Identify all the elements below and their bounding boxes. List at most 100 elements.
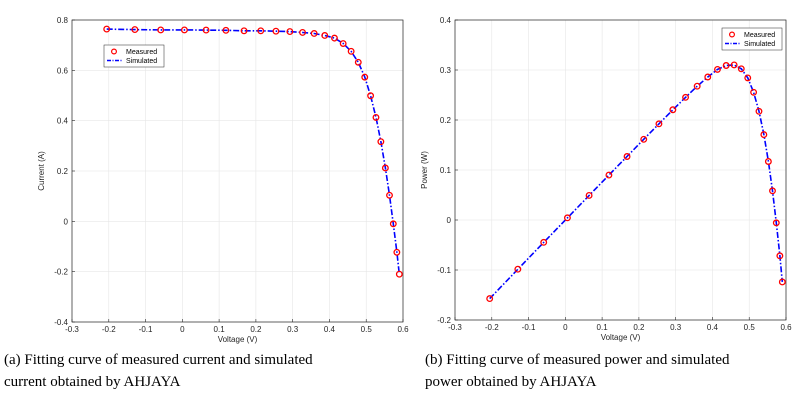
measured-point: [272, 27, 280, 35]
x-tick-label: 0.6: [397, 325, 409, 334]
y-tick-label: 0.4: [440, 16, 452, 25]
x-tick-label: -0.1: [139, 325, 153, 334]
x-tick-label: 0.6: [780, 323, 792, 332]
series-simulated-line-a: [106, 28, 401, 275]
measured-point: [778, 278, 786, 286]
x-tick-label: -0.3: [65, 325, 79, 334]
x-tick-label: 0.3: [670, 323, 682, 332]
measured-point: [693, 82, 701, 90]
measured-point: [157, 26, 165, 34]
x-tick-label: 0: [563, 323, 568, 332]
x-tick-label: -0.3: [448, 323, 462, 332]
measured-point: [103, 25, 111, 33]
x-tick-label: 0.1: [597, 323, 609, 332]
measured-point: [361, 73, 369, 81]
measured-point: [514, 265, 522, 273]
y-axis-label-a: Current (A): [37, 151, 46, 191]
x-tick-label: 0.3: [287, 325, 299, 334]
measured-point: [393, 248, 401, 256]
measured-point: [760, 131, 768, 139]
legend-measured-label: Measured: [744, 32, 775, 39]
measured-point: [776, 252, 784, 260]
series-simulated-line-b: [489, 64, 784, 300]
measured-point: [744, 74, 752, 82]
y-tick-label: 0.1: [440, 166, 452, 175]
measured-point: [286, 28, 294, 36]
legend-simulated-label: Simulated: [744, 41, 775, 48]
measured-point: [331, 34, 338, 42]
x-tick-label: 0.5: [744, 323, 756, 332]
x-tick-label: 0.1: [214, 325, 226, 334]
measured-point: [381, 164, 389, 172]
measured-point: [367, 92, 375, 100]
legend-a: Measured Simulated: [103, 44, 165, 68]
legend-measured-marker: [110, 48, 117, 55]
measured-point: [299, 29, 307, 36]
measured-point: [339, 40, 347, 47]
legend-simulated-label: Simulated: [126, 58, 157, 65]
measured-point: [585, 191, 593, 199]
series-measured-markers-b: [486, 61, 786, 303]
y-tick-label: 0.2: [440, 116, 452, 125]
x-tick-label: 0.4: [707, 323, 719, 332]
measured-point: [764, 158, 772, 165]
measured-point: [640, 135, 648, 143]
measured-point: [682, 93, 690, 101]
legend-b: Measured Simulated: [721, 27, 783, 51]
series-measured-markers-a: [103, 25, 403, 278]
measured-point: [563, 214, 571, 222]
measured-point: [769, 187, 776, 195]
legend-box: [103, 44, 165, 68]
x-tick-label: 0.2: [633, 323, 645, 332]
y-tick-label: -0.2: [54, 268, 68, 277]
measured-point: [389, 220, 397, 228]
y-tick-label: -0.1: [437, 266, 451, 275]
caption-a: (a) Fitting curve of measured current an…: [4, 349, 399, 393]
measured-point: [395, 270, 403, 278]
measured-point: [540, 238, 548, 246]
measured-point: [755, 107, 763, 115]
caption-a-line-1: (a) Fitting curve of measured current an…: [4, 352, 313, 368]
legend-measured-label: Measured: [126, 49, 157, 56]
measured-point: [240, 27, 248, 35]
measured-point: [202, 26, 210, 34]
measured-point: [180, 26, 188, 34]
y-tick-label: 0.2: [57, 167, 69, 176]
measured-point: [222, 26, 230, 34]
measured-point: [722, 62, 730, 69]
measured-point: [372, 113, 380, 121]
legend-measured-marker: [728, 31, 735, 38]
y-tick-label: 0.6: [57, 66, 69, 75]
measured-point: [655, 120, 663, 128]
measured-point: [750, 88, 758, 96]
measured-point: [714, 65, 721, 73]
measured-point: [347, 47, 355, 55]
x-tick-label: 0.5: [361, 325, 373, 334]
x-tick-label: -0.2: [102, 325, 116, 334]
measured-point: [321, 32, 329, 39]
measured-point: [669, 106, 677, 114]
caption-b: (b) Fitting curve of measured power and …: [425, 349, 810, 393]
chart-panel-b: -0.3 -0.2 -0.1 0 0.1 0.2 0.3 0.4 0.5 0.6-0.2-0.10…: [420, 16, 792, 342]
chart-panel-a: -0.3 -0.2 -0.1 0 0.1 0.2 0.3 0.4 0.5 0.6 -0.4 -0.2 0…: [37, 16, 409, 344]
y-tick-label: 0: [447, 216, 452, 225]
measured-point: [737, 65, 745, 73]
x-axis-label-a: Voltage (V): [218, 335, 258, 344]
measured-point: [772, 219, 780, 227]
y-tick-label: 0: [64, 217, 69, 226]
axes-box-a: [71, 19, 404, 323]
measured-point: [354, 58, 362, 66]
caption-b-line-2: power obtained by AHJAYA: [425, 374, 597, 390]
measured-point: [704, 73, 712, 81]
measured-point: [131, 26, 139, 34]
caption-a-line-2: current obtained by AHJAYA: [4, 374, 181, 390]
y-tick-label: -0.4: [54, 318, 68, 327]
measured-point: [730, 61, 738, 69]
measured-point: [623, 153, 631, 160]
y-tick-label: 0.8: [57, 16, 69, 25]
y-tick-label: 0.4: [57, 117, 69, 126]
x-tick-label: 0.2: [250, 325, 262, 334]
axes-box-b: [454, 19, 787, 321]
measured-point: [386, 191, 393, 199]
